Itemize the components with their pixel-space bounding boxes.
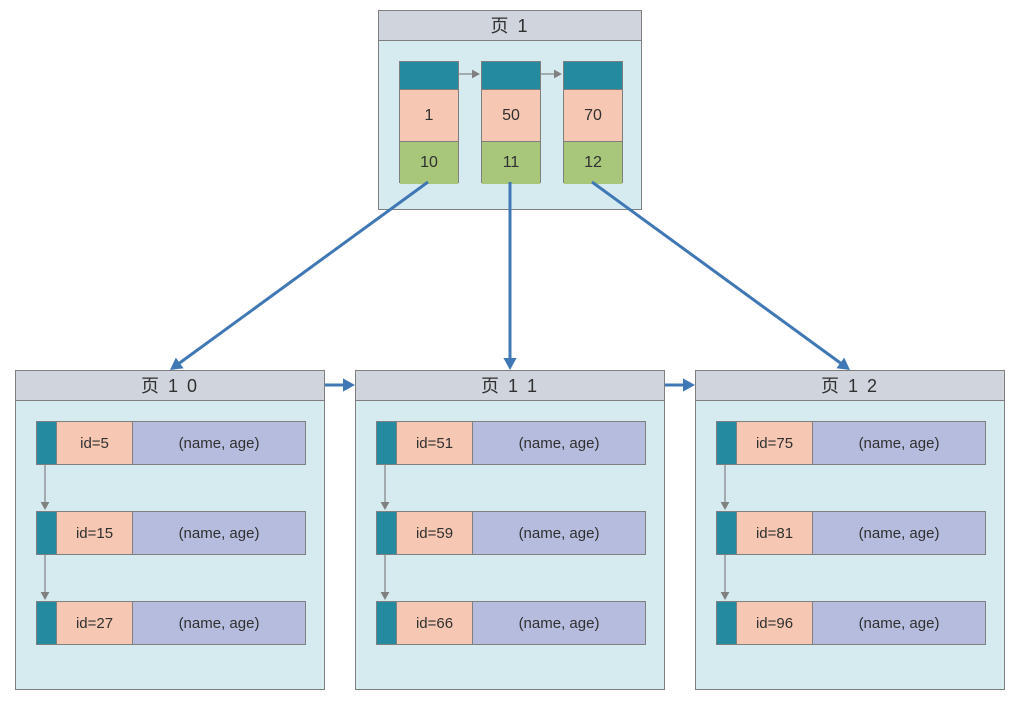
row-handle	[717, 512, 737, 554]
row-id: id=75	[737, 422, 813, 464]
leaf-row: id=96(name, age)	[716, 601, 986, 645]
leaf-page-body: id=51(name, age)id=59(name, age)id=66(na…	[356, 401, 664, 689]
root-slot: 5011	[481, 61, 541, 183]
leaf-row: id=81(name, age)	[716, 511, 986, 555]
leaf-row: id=51(name, age)	[376, 421, 646, 465]
slot-head	[482, 62, 540, 90]
row-value: (name, age)	[133, 422, 305, 464]
row-id: id=15	[57, 512, 133, 554]
leaf-page-panel: 页 1 0 id=5(name, age)id=15(name, age)id=…	[15, 370, 325, 690]
slot-key: 1	[400, 90, 458, 142]
root-slot: 110	[399, 61, 459, 183]
leaf-row: id=59(name, age)	[376, 511, 646, 555]
slot-key: 50	[482, 90, 540, 142]
row-value: (name, age)	[133, 512, 305, 554]
row-handle	[37, 512, 57, 554]
root-page-body: 110 5011 7012	[379, 41, 641, 209]
leaf-page-title: 页 1 1	[356, 371, 664, 401]
row-value: (name, age)	[813, 512, 985, 554]
row-id: id=96	[737, 602, 813, 644]
row-handle	[717, 422, 737, 464]
row-id: id=51	[397, 422, 473, 464]
leaf-page-body: id=75(name, age)id=81(name, age)id=96(na…	[696, 401, 1004, 689]
row-handle	[377, 602, 397, 644]
root-page-title: 页 1	[379, 11, 641, 41]
row-id: id=66	[397, 602, 473, 644]
root-page-panel: 页 1 110 5011 7012	[378, 10, 642, 210]
slot-head	[400, 62, 458, 90]
row-id: id=5	[57, 422, 133, 464]
slot-head	[564, 62, 622, 90]
leaf-page-title: 页 1 2	[696, 371, 1004, 401]
row-handle	[37, 602, 57, 644]
row-value: (name, age)	[813, 602, 985, 644]
root-slot: 7012	[563, 61, 623, 183]
row-value: (name, age)	[813, 422, 985, 464]
leaf-page-panel: 页 1 2 id=75(name, age)id=81(name, age)id…	[695, 370, 1005, 690]
row-value: (name, age)	[473, 602, 645, 644]
row-handle	[717, 602, 737, 644]
row-id: id=81	[737, 512, 813, 554]
slot-key: 70	[564, 90, 622, 142]
row-handle	[37, 422, 57, 464]
row-id: id=59	[397, 512, 473, 554]
leaf-row: id=5(name, age)	[36, 421, 306, 465]
leaf-row: id=66(name, age)	[376, 601, 646, 645]
leaf-row: id=27(name, age)	[36, 601, 306, 645]
leaf-page-body: id=5(name, age)id=15(name, age)id=27(nam…	[16, 401, 324, 689]
row-value: (name, age)	[473, 422, 645, 464]
row-id: id=27	[57, 602, 133, 644]
leaf-row: id=15(name, age)	[36, 511, 306, 555]
row-value: (name, age)	[133, 602, 305, 644]
leaf-row: id=75(name, age)	[716, 421, 986, 465]
row-value: (name, age)	[473, 512, 645, 554]
leaf-page-title: 页 1 0	[16, 371, 324, 401]
leaf-page-panel: 页 1 1 id=51(name, age)id=59(name, age)id…	[355, 370, 665, 690]
slot-pointer: 12	[564, 142, 622, 184]
slot-pointer: 10	[400, 142, 458, 184]
slot-pointer: 11	[482, 142, 540, 184]
row-handle	[377, 512, 397, 554]
row-handle	[377, 422, 397, 464]
